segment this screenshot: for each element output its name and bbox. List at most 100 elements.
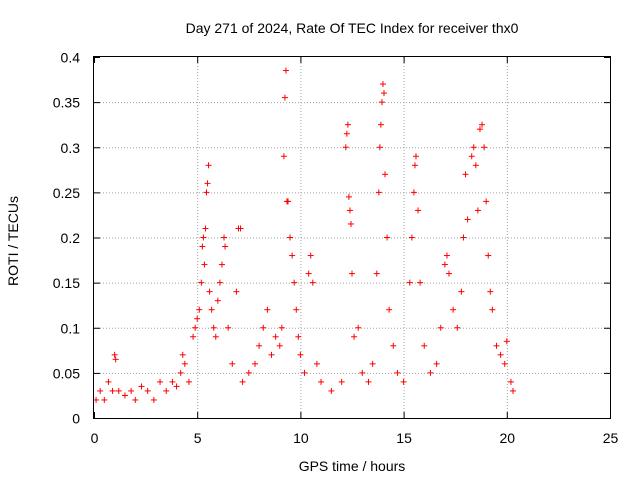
data-point: [222, 243, 229, 250]
data-point: [272, 333, 279, 340]
data-point: [509, 387, 516, 394]
data-point: [112, 356, 119, 363]
data-point: [507, 378, 514, 385]
data-point: [464, 216, 471, 223]
data-point: [384, 234, 391, 241]
y-tick-label: 0.25: [53, 185, 80, 201]
data-point: [121, 392, 128, 399]
data-point: [233, 288, 240, 295]
data-point: [487, 288, 494, 295]
data-point: [351, 333, 358, 340]
data-point: [196, 306, 203, 313]
data-point: [421, 342, 428, 349]
data-point: [173, 383, 180, 390]
y-tick-label: 0.15: [53, 275, 80, 291]
data-point: [493, 342, 500, 349]
data-point: [280, 153, 287, 160]
data-point: [376, 144, 383, 151]
data-point: [177, 369, 184, 376]
data-point: [318, 378, 325, 385]
data-point: [497, 351, 504, 358]
data-point: [225, 324, 232, 331]
data-point: [144, 387, 151, 394]
y-axis-label: ROTI / TECUs: [5, 196, 21, 286]
x-tick-label: 10: [293, 430, 309, 446]
data-point: [379, 81, 386, 88]
data-point: [446, 270, 453, 277]
x-axis-label: GPS time / hours: [299, 458, 406, 474]
data-point: [489, 306, 496, 313]
data-point: [295, 333, 302, 340]
data-point: [468, 153, 475, 160]
data-point: [276, 342, 283, 349]
data-point: [251, 360, 258, 367]
data-point: [481, 144, 488, 151]
data-point: [458, 288, 465, 295]
data-point: [386, 306, 393, 313]
data-point: [293, 306, 300, 313]
data-point: [204, 180, 211, 187]
x-tick-label: 0: [91, 430, 99, 446]
data-point: [163, 387, 170, 394]
data-point: [470, 144, 477, 151]
data-point: [359, 369, 366, 376]
data-point: [281, 94, 288, 101]
data-point: [194, 315, 201, 322]
data-point: [264, 306, 271, 313]
data-point: [476, 126, 483, 133]
data-point: [138, 383, 145, 390]
data-point: [192, 324, 199, 331]
data-points: [93, 67, 516, 403]
data-point: [378, 99, 385, 106]
y-tick-label: 0.4: [61, 50, 81, 66]
data-point: [342, 144, 349, 151]
data-point: [443, 252, 450, 259]
y-tick-label: 0.1: [61, 320, 81, 336]
data-point: [93, 396, 100, 403]
data-point: [128, 387, 135, 394]
data-point: [229, 360, 236, 367]
y-tick-label: 0.05: [53, 365, 80, 381]
data-point: [199, 243, 206, 250]
data-point: [111, 351, 118, 358]
data-point: [198, 279, 205, 286]
x-tick-label: 5: [194, 430, 202, 446]
data-point: [287, 234, 294, 241]
data-point: [181, 360, 188, 367]
data-point: [433, 360, 440, 367]
data-point: [462, 171, 469, 178]
data-point: [408, 234, 415, 241]
data-point: [245, 369, 252, 376]
data-point: [307, 252, 314, 259]
chart-title: Day 271 of 2024, Rate Of TEC Index for r…: [186, 20, 519, 36]
data-point: [373, 270, 380, 277]
data-point: [345, 193, 352, 200]
data-point: [474, 207, 481, 214]
data-point: [369, 360, 376, 367]
data-point: [115, 387, 122, 394]
data-point: [347, 220, 354, 227]
data-point: [394, 369, 401, 376]
y-tick-label: 0: [72, 411, 80, 427]
x-tick-label: 15: [396, 430, 412, 446]
data-point: [346, 207, 353, 214]
data-point: [260, 324, 267, 331]
data-point: [427, 369, 434, 376]
data-point: [285, 198, 292, 205]
data-point: [460, 234, 467, 241]
data-point: [411, 162, 418, 169]
data-point: [101, 396, 108, 403]
data-point: [343, 130, 350, 137]
data-point: [268, 351, 275, 358]
data-point: [256, 342, 263, 349]
data-point: [479, 121, 486, 128]
data-point: [297, 351, 304, 358]
grid: [94, 57, 610, 418]
data-point: [105, 378, 112, 385]
data-point: [400, 378, 407, 385]
data-point: [212, 333, 219, 340]
data-point: [237, 225, 244, 232]
data-point: [216, 279, 223, 286]
data-point: [483, 198, 490, 205]
